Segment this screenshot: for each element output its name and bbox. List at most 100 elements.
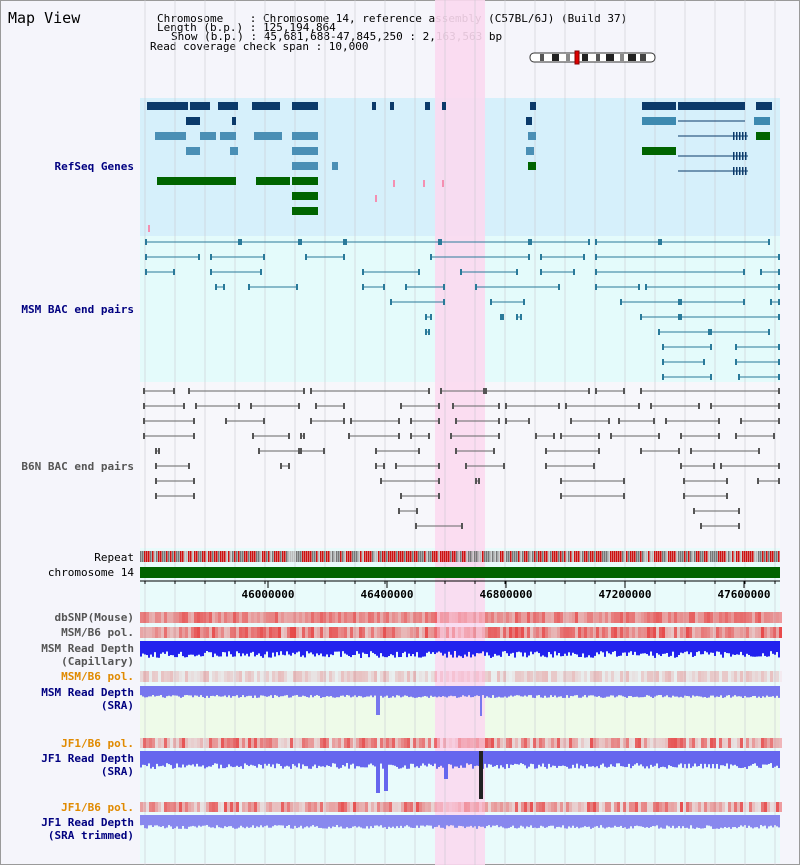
repeat-mark <box>252 551 254 562</box>
depth-bar <box>718 815 720 829</box>
repeat-mark <box>310 551 312 562</box>
bac-end <box>598 448 600 454</box>
heat-cell <box>578 802 581 812</box>
depth-bar <box>434 815 436 828</box>
bac-end <box>640 314 642 320</box>
heat-cell <box>269 612 272 623</box>
depth-bar <box>718 641 720 652</box>
heat-cell <box>350 802 353 812</box>
repeat-mark <box>200 551 202 562</box>
repeat-mark <box>712 551 714 562</box>
depth-bar <box>386 815 388 829</box>
heat-cell <box>521 627 524 638</box>
heat-cell <box>743 802 746 812</box>
depth-bar <box>278 686 280 698</box>
bac-end <box>155 448 157 454</box>
heat-cell <box>557 671 560 682</box>
bac-end <box>343 254 345 260</box>
depth-bar <box>602 815 604 828</box>
repeat-mark <box>358 551 360 562</box>
depth-bar <box>498 686 500 697</box>
depth-bar <box>216 815 218 826</box>
depth-bar <box>360 815 362 828</box>
heat-cell <box>443 671 446 682</box>
heat-cell <box>494 627 497 638</box>
depth-bar <box>658 815 660 829</box>
heat-cell <box>482 627 485 638</box>
bac-end <box>623 493 625 499</box>
heat-cell <box>605 802 608 812</box>
depth-bar <box>146 751 148 767</box>
depth-bar <box>668 751 670 766</box>
depth-bar <box>198 751 200 767</box>
chromosome-ideogram[interactable] <box>529 50 656 65</box>
repeat-mark <box>148 551 150 562</box>
heat-cell <box>380 627 383 638</box>
depth-bar <box>238 686 240 698</box>
bac-end <box>298 448 300 454</box>
depth-bar <box>164 815 166 829</box>
highlight-region[interactable] <box>435 0 485 865</box>
heat-cell <box>263 671 266 682</box>
depth-bar <box>350 751 352 765</box>
heat-cell <box>410 612 413 623</box>
repeat-track[interactable] <box>140 551 780 562</box>
refseq-genes-track[interactable] <box>147 102 772 232</box>
depth-bar <box>626 686 628 698</box>
depth-bar <box>714 686 716 698</box>
heat-cell <box>557 612 560 623</box>
heat-cell <box>254 671 257 682</box>
heat-cell <box>278 738 281 748</box>
depth-bar <box>424 686 426 697</box>
heat-cell <box>419 612 422 623</box>
chromosome-bar[interactable] <box>140 567 780 578</box>
read-depth-tracks[interactable] <box>140 641 780 829</box>
depth-bar <box>658 686 660 696</box>
depth-bar <box>662 641 664 654</box>
depth-bar <box>434 751 436 764</box>
depth-bar <box>308 815 310 828</box>
heat-cell <box>383 802 386 812</box>
heat-cell <box>530 627 533 638</box>
depth-bar <box>466 686 468 697</box>
depth-bar <box>242 815 244 828</box>
depth-bar <box>534 751 536 769</box>
repeat-mark <box>554 551 556 562</box>
heat-cell <box>623 612 626 623</box>
depth-bar <box>248 641 250 657</box>
repeat-mark <box>624 551 626 562</box>
b6n-bac-track[interactable] <box>143 388 780 529</box>
depth-bar <box>544 815 546 828</box>
depth-bar <box>326 686 328 697</box>
depth-bar <box>538 815 540 828</box>
heat-cell <box>149 738 152 748</box>
depth-bar <box>160 686 162 696</box>
msm-bac-track[interactable] <box>145 239 780 380</box>
depth-bar <box>362 641 364 653</box>
heat-cell <box>767 612 770 623</box>
heat-cell <box>476 612 479 623</box>
heat-cell <box>371 802 374 812</box>
heat-cell <box>692 802 695 812</box>
depth-bar <box>270 641 272 658</box>
bac-end <box>505 403 507 409</box>
depth-bar <box>330 815 332 829</box>
heat-cell <box>422 671 425 682</box>
depth-bar <box>656 641 658 654</box>
bac-end <box>703 359 705 365</box>
polymorphism-heatmaps[interactable] <box>140 612 782 812</box>
depth-bar <box>544 751 546 768</box>
repeat-mark <box>204 551 206 562</box>
heat-cell <box>752 802 755 812</box>
heat-cell <box>389 612 392 623</box>
bac-end <box>640 388 642 394</box>
repeat-mark <box>728 551 730 562</box>
heat-cell <box>584 738 587 748</box>
depth-bar <box>754 751 756 764</box>
heat-cell <box>230 627 233 638</box>
depth-bar <box>550 686 552 696</box>
depth-bar <box>240 751 242 767</box>
heat-cell <box>662 738 665 748</box>
depth-bar <box>738 815 740 827</box>
